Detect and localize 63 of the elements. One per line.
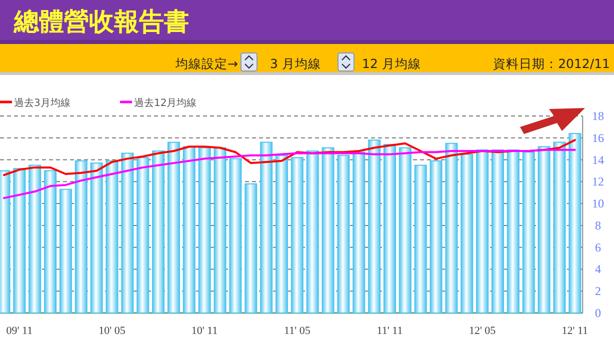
y-tick-label: 2 <box>595 284 601 298</box>
bar <box>121 152 134 314</box>
x-tick-label: 12' 11 <box>562 325 588 337</box>
text: 資料日期：2012/11 <box>493 56 610 71</box>
bar <box>430 160 442 314</box>
bar <box>368 140 381 314</box>
text: 12 月均線 <box>362 56 421 71</box>
y-tick-label: 6 <box>595 240 601 254</box>
bar <box>229 158 242 314</box>
y-tick-label: 14 <box>592 152 604 167</box>
bar <box>553 142 566 314</box>
bar <box>290 157 304 314</box>
line-series <box>3 148 576 200</box>
bar <box>460 154 474 314</box>
bar <box>260 142 273 314</box>
x-tick-label: 11' 05 <box>284 325 311 337</box>
x-tick-label: 12' 05 <box>468 325 496 337</box>
y-tick-label: 0 <box>595 306 601 320</box>
bar <box>414 164 427 314</box>
y-tick-label: 12 <box>592 174 604 189</box>
bar <box>244 183 258 314</box>
bar <box>28 164 42 314</box>
bar <box>44 170 57 314</box>
bar <box>13 168 26 314</box>
bar <box>74 160 88 314</box>
bar <box>322 147 334 314</box>
y-tick-label: 18 <box>592 109 604 123</box>
bar <box>337 154 350 314</box>
text: 均線設定→ <box>174 56 238 71</box>
y-tick-label: 4 <box>595 262 601 276</box>
bar <box>152 150 165 314</box>
bar <box>136 157 150 314</box>
x-tick-label: 10' 05 <box>98 325 126 337</box>
bar <box>275 154 288 314</box>
y-tick-label: 8 <box>595 218 601 232</box>
bar <box>568 133 582 314</box>
line-series <box>3 139 576 176</box>
legend-label: 過去12月均線 <box>134 97 197 109</box>
legend-label: 過去3月均線 <box>14 97 70 109</box>
bar <box>90 162 103 314</box>
bar <box>106 160 118 314</box>
x-tick-label: 09' 11 <box>6 325 33 337</box>
bar <box>198 147 211 314</box>
bar <box>182 146 196 314</box>
x-tick-label: 11' 11 <box>376 325 403 337</box>
text: 3 月均線 <box>270 56 321 71</box>
bar <box>538 146 550 314</box>
bar <box>492 149 504 314</box>
bar <box>352 152 366 314</box>
bar <box>306 150 319 314</box>
chart-title: 總體營收報告書 <box>13 7 189 36</box>
y-tick-label: 16 <box>592 130 604 145</box>
bar <box>476 149 489 314</box>
x-tick-label: 10' 11 <box>191 325 218 337</box>
bar <box>506 149 520 314</box>
y-tick-label: 10 <box>592 196 604 211</box>
bar <box>522 152 535 314</box>
bar <box>59 188 72 314</box>
bar <box>214 147 226 314</box>
bar <box>384 144 396 314</box>
bar <box>167 142 180 314</box>
bar <box>445 142 458 314</box>
bar <box>398 147 412 314</box>
